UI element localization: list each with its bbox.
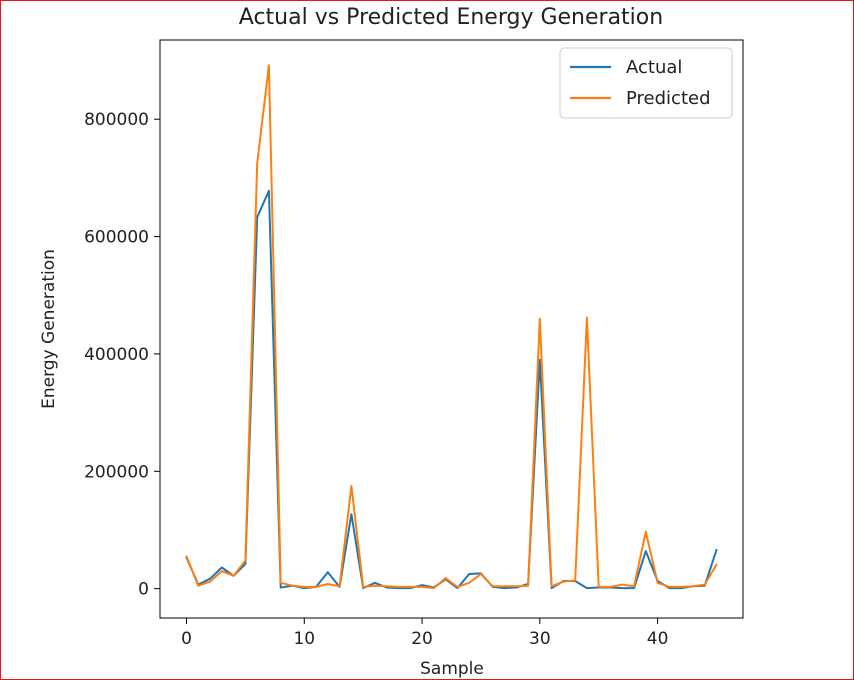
x-tick-label: 40 [647,629,669,649]
legend: Actual Predicted [559,47,733,119]
y-tick-label: 200000 [84,462,149,482]
series-line-actual [185,189,718,590]
plot-area [159,39,744,619]
series-lines [185,64,718,590]
axis-ticks: 0 10 20 30 40 0 200000 400000 600000 800000 [84,110,668,649]
x-tick-label: 0 [181,629,192,649]
x-tick-label: 30 [529,629,551,649]
y-tick-label: 0 [138,580,149,600]
legend-label-actual: Actual [626,57,682,78]
x-tick-label: 20 [411,629,433,649]
x-tick-label: 10 [293,629,315,649]
y-tick-label: 600000 [84,228,149,248]
chart-title: Actual vs Predicted Energy Generation [239,5,663,30]
y-tick-label: 400000 [84,345,149,365]
legend-box [559,47,733,119]
legend-label-predicted: Predicted [626,88,711,109]
y-tick-label: 800000 [84,110,149,130]
series-line-predicted [185,64,718,590]
x-axis-label: Sample [420,659,484,679]
y-axis-label: Energy Generation [39,249,59,409]
